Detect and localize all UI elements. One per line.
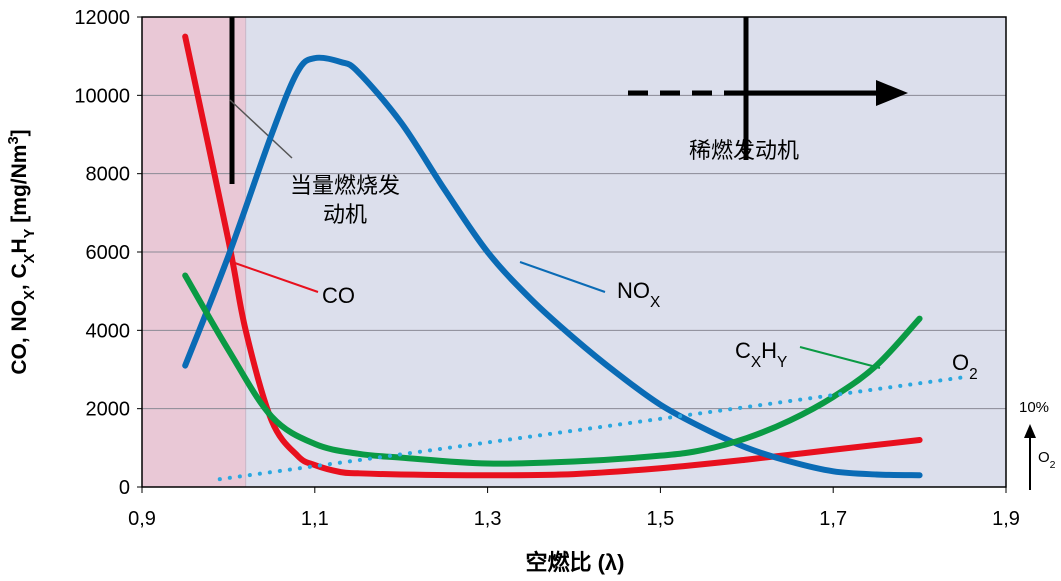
series-line [182, 33, 923, 479]
stoich-label: 当量燃烧发 [290, 173, 400, 198]
text-part: Y [777, 354, 787, 371]
x-axis-label: 空燃比 (λ) [525, 550, 624, 575]
o2-scale-head [1024, 424, 1036, 438]
text-part: [mg/Nm [8, 145, 31, 229]
x-tick-label: 0,9 [128, 508, 156, 530]
stoich-leader [229, 99, 293, 159]
y-tick-label: 4000 [86, 320, 131, 342]
lean-arrow-head [876, 80, 908, 106]
text-part: X [22, 290, 38, 300]
text-part: NO [617, 278, 650, 303]
text-part: CO [322, 283, 355, 308]
y-tick-label: 2000 [86, 399, 131, 421]
x-tick-label: 1,1 [301, 508, 329, 530]
text-part: ] [8, 129, 31, 136]
y-tick-label: 10000 [74, 85, 130, 107]
text-part: , C [8, 263, 31, 290]
o2-scale-label: 10% [1019, 399, 1049, 416]
y-tick-label: 6000 [86, 242, 131, 264]
lean-label: 稀燃发动机 [689, 138, 799, 163]
text-part: H [761, 338, 777, 363]
text-part: CO, NO [8, 300, 31, 375]
x-tick-label: 1,5 [646, 508, 674, 530]
series-label: CXHY [735, 338, 787, 371]
y-tick-label: 0 [119, 477, 130, 499]
x-tick-label: 1,3 [474, 508, 502, 530]
series-label: CO [322, 283, 355, 308]
text-part: 2 [1050, 459, 1056, 471]
series-label: NOX [617, 278, 660, 311]
series-line [182, 272, 923, 467]
stoich-label: 动机 [323, 202, 367, 227]
text-part: X [751, 354, 761, 371]
text-part: C [735, 338, 751, 363]
y-tick-label: 12000 [74, 7, 130, 29]
series-leader [799, 346, 881, 369]
series-leader [519, 261, 606, 293]
series-label: O2 [952, 350, 978, 383]
text-part: O [952, 350, 969, 375]
plot-frame [141, 16, 1007, 488]
text-part: Y [22, 228, 38, 238]
y-tick-label: 8000 [86, 164, 131, 186]
series-leader [231, 261, 319, 293]
text-part: 3 [6, 136, 22, 144]
o2-scale-unit: O2 [1038, 449, 1056, 471]
x-tick-label: 1,9 [992, 508, 1020, 530]
series-line [182, 54, 923, 479]
text-part: 2 [969, 366, 978, 383]
x-tick-label: 1,7 [819, 508, 847, 530]
text-part: O [1038, 449, 1050, 466]
text-part: X [650, 294, 660, 311]
y-axis-label: CO, NOX, CXHY [mg/Nm3] [6, 129, 38, 374]
text-part: X [22, 253, 38, 263]
text-part: H [8, 238, 31, 253]
series-line [217, 375, 965, 482]
